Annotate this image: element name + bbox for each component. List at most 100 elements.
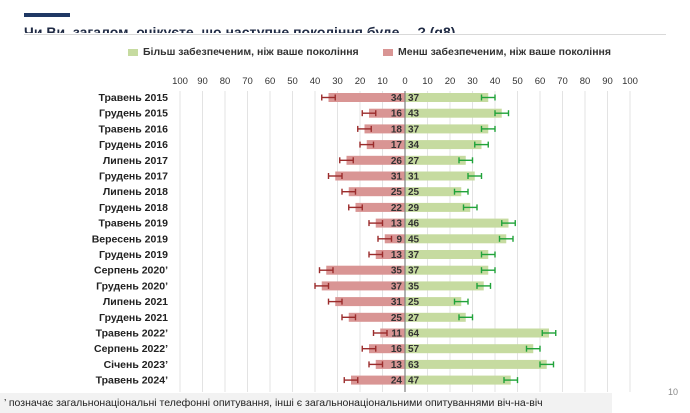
value-label-more: 34 bbox=[408, 140, 420, 151]
bar-less bbox=[369, 344, 405, 354]
tick-label: 30 bbox=[332, 76, 343, 87]
chart-legend: Більш забезпеченим, ніж ваше покоління М… bbox=[0, 46, 690, 60]
diverging-bar-chart: 100 90 80 70 60 50 40 30 20 10 0 10 20 30 40 50 60 70 80 90… bbox=[92, 76, 638, 392]
legend-swatch-less bbox=[383, 48, 393, 56]
value-label-less: 16 bbox=[391, 109, 403, 120]
bar-less bbox=[321, 281, 405, 291]
category-label: Липень 2018 bbox=[103, 186, 168, 198]
bar-more bbox=[405, 234, 507, 244]
value-label-more: 27 bbox=[408, 313, 420, 324]
tick-label: 10 bbox=[422, 76, 433, 87]
category-label: Серпень 2022’ bbox=[94, 343, 168, 355]
value-label-more: 35 bbox=[408, 281, 420, 292]
bar-less bbox=[335, 171, 405, 181]
category-label: Грудень 2020’ bbox=[96, 280, 168, 292]
value-label-more: 37 bbox=[408, 124, 420, 135]
tick-label: 60 bbox=[535, 76, 546, 87]
value-label-less: 18 bbox=[391, 124, 403, 135]
value-label-more: 27 bbox=[408, 156, 420, 167]
value-label-more: 37 bbox=[408, 250, 420, 261]
bar-more bbox=[405, 93, 489, 102]
category-label: Грудень 2016 bbox=[99, 139, 168, 151]
value-label-less: 9 bbox=[396, 234, 402, 245]
value-label-less: 16 bbox=[391, 344, 403, 355]
legend-swatch-more bbox=[128, 48, 138, 56]
value-label-less: 37 bbox=[391, 281, 403, 292]
value-label-more: 46 bbox=[408, 219, 420, 230]
value-label-less: 24 bbox=[391, 376, 403, 387]
value-label-more: 45 bbox=[408, 234, 420, 245]
bar-less bbox=[351, 375, 405, 385]
tick-label: 70 bbox=[242, 76, 253, 87]
bar-less bbox=[384, 234, 405, 244]
value-label-more: 29 bbox=[408, 203, 420, 214]
value-label-less: 34 bbox=[391, 93, 403, 104]
value-label-less: 22 bbox=[391, 203, 403, 214]
bar-less bbox=[366, 140, 405, 150]
bar-less bbox=[348, 312, 405, 322]
value-label-more: 63 bbox=[408, 360, 420, 371]
value-label-more: 37 bbox=[408, 266, 420, 277]
tick-label: 40 bbox=[490, 76, 501, 87]
tick-label: 90 bbox=[602, 76, 613, 87]
category-label: Травень 2022’ bbox=[96, 328, 168, 340]
tick-label: 80 bbox=[220, 76, 231, 87]
tick-label: 50 bbox=[287, 76, 298, 87]
value-label-less: 17 bbox=[391, 140, 403, 151]
legend-item-more: Більш забезпеченим, ніж ваше покоління bbox=[128, 46, 359, 58]
legend-label-more: Більш забезпеченим, ніж ваше покоління bbox=[143, 46, 359, 58]
bar-less bbox=[355, 202, 405, 212]
value-label-less: 11 bbox=[391, 329, 402, 340]
value-label-less: 13 bbox=[391, 360, 403, 371]
category-label: Липень 2021 bbox=[103, 296, 168, 308]
category-label: Травень 2019 bbox=[99, 218, 169, 230]
value-label-less: 31 bbox=[391, 297, 403, 308]
value-label-less: 13 bbox=[391, 219, 403, 230]
bar-less bbox=[364, 124, 405, 134]
category-label: Травень 2016 bbox=[99, 123, 169, 135]
bar-more bbox=[405, 202, 471, 212]
value-label-less: 13 bbox=[391, 250, 403, 261]
bar-more bbox=[405, 218, 509, 228]
bar-more bbox=[405, 124, 489, 134]
bar-less bbox=[346, 155, 405, 165]
bar-more bbox=[405, 265, 489, 275]
value-label-more: 25 bbox=[408, 297, 420, 308]
category-label: Січень 2023’ bbox=[104, 359, 169, 371]
tick-label: 100 bbox=[172, 76, 188, 87]
tick-label: 0 bbox=[402, 76, 407, 87]
tick-label: 50 bbox=[512, 76, 523, 87]
footnote: ’ позначає загальнонаціональні телефонні… bbox=[0, 393, 612, 413]
legend-item-less: Менш забезпеченим, ніж ваше покоління bbox=[383, 46, 611, 58]
value-label-less: 31 bbox=[391, 172, 403, 183]
tick-label: 10 bbox=[377, 76, 388, 87]
value-label-more: 37 bbox=[408, 93, 420, 104]
bar-more bbox=[405, 297, 462, 307]
bar-more bbox=[405, 140, 482, 150]
page-title: Чи Ви, загалом, очікуєте, що наступне по… bbox=[24, 24, 456, 33]
bar-more bbox=[405, 359, 547, 369]
category-label: Травень 2024’ bbox=[96, 375, 168, 387]
bar-more bbox=[405, 108, 502, 118]
category-label: Грудень 2015 bbox=[99, 108, 168, 120]
bar-more bbox=[405, 281, 484, 291]
value-label-more: 47 bbox=[408, 376, 420, 387]
legend-label-less: Менш забезпеченим, ніж ваше покоління bbox=[398, 46, 612, 58]
bar-less bbox=[375, 218, 405, 228]
bar-more bbox=[405, 312, 466, 322]
bar-more bbox=[405, 375, 511, 385]
value-label-more: 25 bbox=[408, 187, 420, 198]
title-divider bbox=[24, 34, 666, 35]
tick-label: 20 bbox=[445, 76, 456, 87]
bar-less bbox=[326, 265, 405, 275]
category-label: Грудень 2021 bbox=[99, 312, 168, 324]
value-label-less: 25 bbox=[391, 313, 403, 324]
value-label-more: 57 bbox=[408, 344, 420, 355]
bar-more bbox=[405, 250, 489, 259]
bar-more bbox=[405, 344, 534, 354]
tick-label: 80 bbox=[580, 76, 591, 87]
category-label: Липень 2017 bbox=[103, 155, 168, 167]
page-number: 10 bbox=[668, 387, 679, 397]
tick-label: 90 bbox=[197, 76, 208, 87]
bar-less bbox=[348, 187, 405, 197]
